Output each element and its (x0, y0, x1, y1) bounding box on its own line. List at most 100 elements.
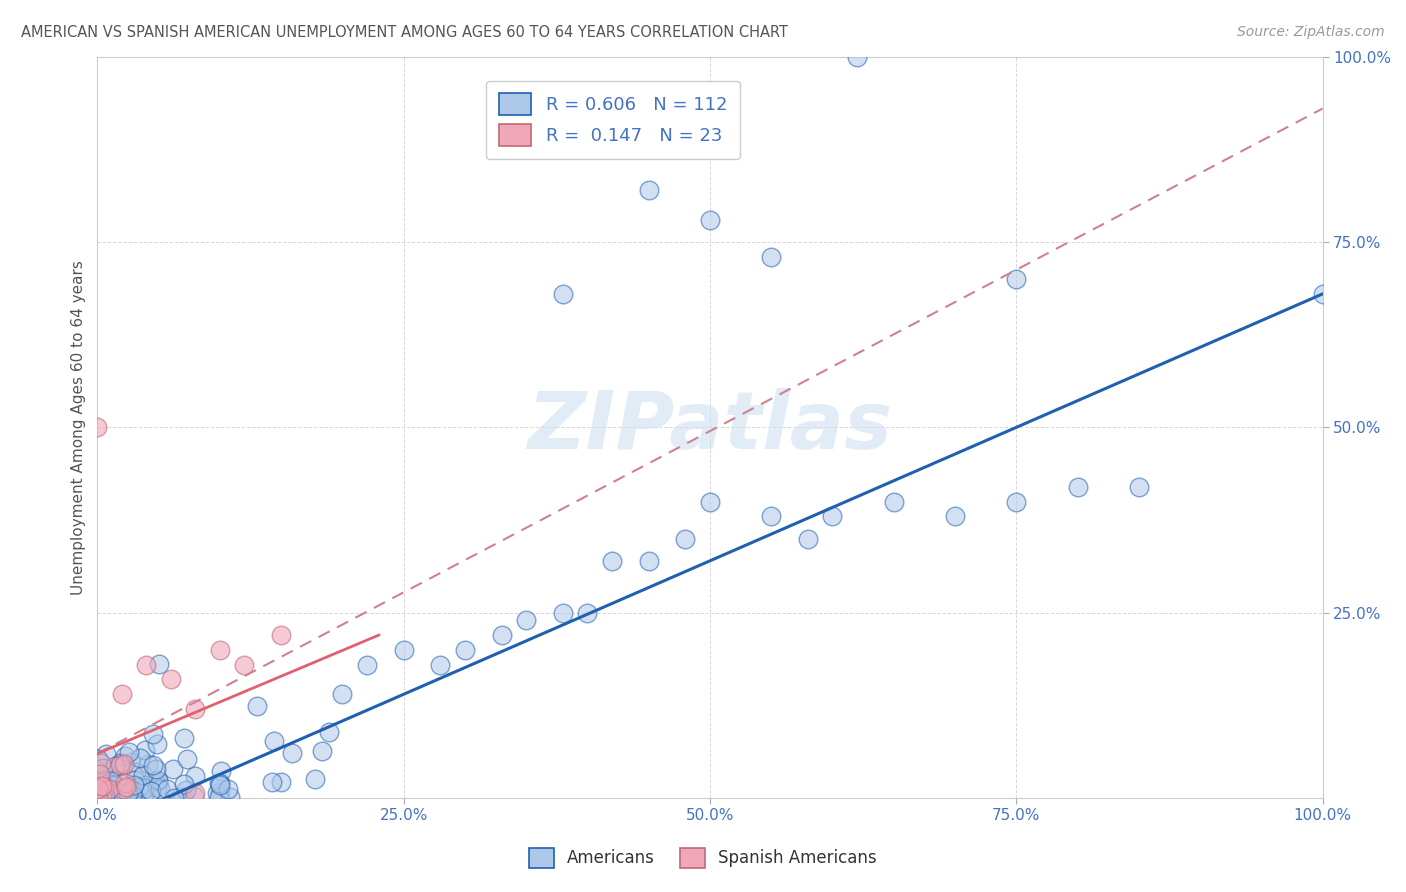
Point (101, 782, 124, 797)
Point (148, 773, 170, 788)
Point (114, 748, 136, 763)
Point (699, 212, 721, 227)
Point (111, 790, 134, 805)
Point (120, 756, 142, 770)
Point (262, 775, 284, 789)
Point (1312, 287, 1334, 301)
Point (156, 782, 179, 797)
Point (90, 789, 112, 804)
Point (205, 786, 228, 800)
Point (112, 757, 135, 772)
Point (110, 790, 132, 805)
Point (270, 775, 292, 789)
Legend: Americans, Spanish Americans: Americans, Spanish Americans (522, 841, 884, 875)
Point (392, 642, 415, 657)
Point (576, 606, 599, 620)
Point (93, 777, 115, 791)
Point (148, 657, 170, 671)
Point (117, 786, 139, 800)
Point (134, 781, 156, 796)
Point (89, 775, 111, 789)
Y-axis label: Unemployment Among Ages 60 to 64 years: Unemployment Among Ages 60 to 64 years (72, 260, 86, 595)
Point (117, 789, 139, 804)
Point (107, 790, 129, 805)
Point (91, 780, 114, 794)
Point (93, 780, 115, 794)
Point (883, 494, 905, 508)
Point (699, 494, 721, 508)
Point (93, 789, 115, 803)
Point (172, 789, 194, 804)
Point (132, 768, 155, 782)
Point (332, 687, 354, 701)
Point (97, 783, 120, 797)
Point (93, 781, 115, 796)
Point (637, 183, 659, 197)
Point (134, 743, 156, 757)
Point (318, 724, 340, 739)
Point (145, 763, 167, 777)
Point (91, 761, 114, 775)
Point (600, 554, 623, 568)
Point (263, 734, 285, 748)
Legend: R = 0.606   N = 112, R =  0.147   N = 23: R = 0.606 N = 112, R = 0.147 N = 23 (486, 80, 740, 159)
Point (184, 786, 207, 800)
Point (120, 783, 142, 797)
Point (90, 772, 112, 787)
Point (148, 773, 170, 788)
Point (821, 509, 844, 524)
Point (94, 747, 117, 761)
Point (100, 768, 122, 782)
Point (761, 509, 783, 524)
Point (208, 778, 231, 792)
Point (160, 673, 183, 687)
Point (761, 250, 783, 264)
Point (124, 778, 146, 792)
Point (94, 763, 117, 777)
Point (114, 776, 136, 790)
Text: Source: ZipAtlas.com: Source: ZipAtlas.com (1237, 25, 1385, 39)
Point (146, 737, 169, 751)
Point (136, 757, 159, 772)
Point (143, 774, 166, 789)
Point (1066, 480, 1088, 494)
Point (86, 776, 108, 790)
Point (270, 628, 292, 642)
Point (209, 775, 232, 789)
Point (118, 745, 141, 759)
Point (304, 772, 326, 786)
Point (515, 613, 537, 627)
Point (136, 788, 159, 802)
Point (112, 782, 135, 797)
Point (184, 702, 207, 716)
Point (104, 778, 127, 792)
Point (233, 657, 256, 672)
Point (943, 509, 966, 524)
Point (173, 777, 195, 791)
Point (100, 789, 122, 803)
Point (125, 765, 148, 780)
Point (491, 628, 513, 642)
Point (87, 782, 110, 797)
Point (135, 657, 157, 672)
Point (108, 756, 131, 770)
Point (219, 790, 242, 805)
Point (208, 790, 231, 805)
Point (86, 790, 108, 805)
Point (90, 756, 112, 771)
Point (145, 780, 167, 795)
Point (111, 786, 134, 800)
Point (111, 777, 134, 791)
Point (86, 785, 108, 799)
Point (209, 785, 232, 799)
Point (141, 784, 163, 798)
Point (846, 50, 869, 64)
Point (115, 780, 138, 794)
Point (149, 781, 172, 796)
Point (142, 758, 165, 772)
Point (96, 772, 118, 786)
Point (114, 785, 136, 799)
Point (454, 642, 477, 657)
Point (124, 772, 146, 787)
Point (125, 790, 148, 805)
